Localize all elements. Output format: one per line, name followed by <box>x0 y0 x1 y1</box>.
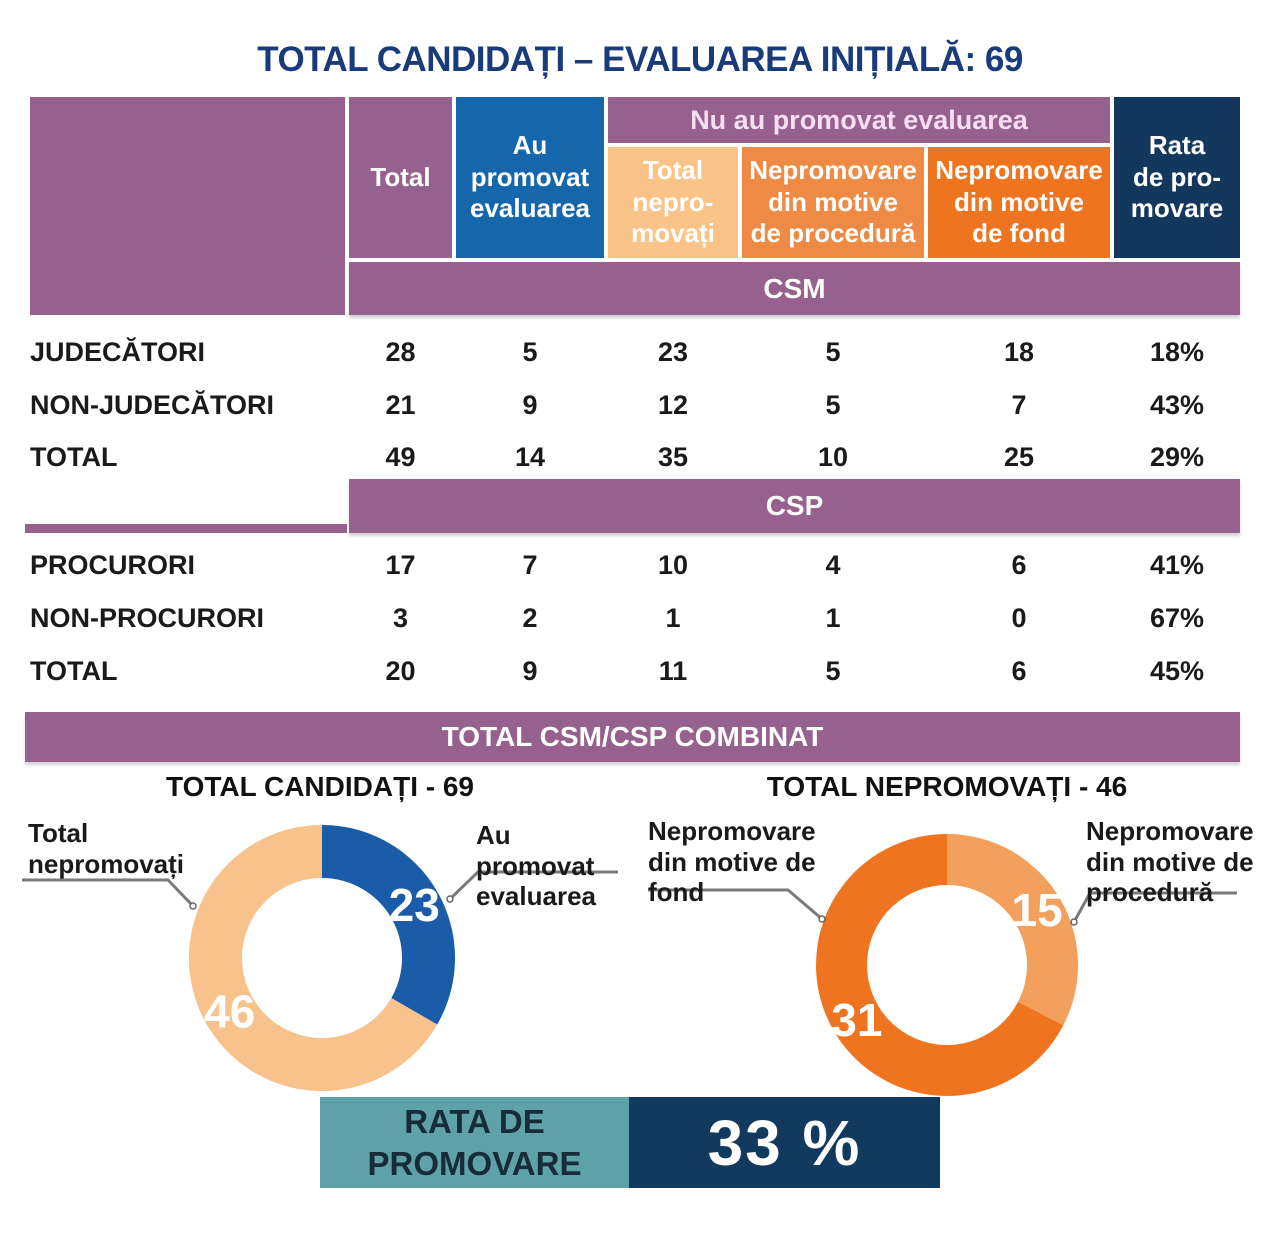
section-banner-csm: CSM <box>349 262 1240 315</box>
donut-chart-candidates: 23 46 <box>189 825 455 1091</box>
callout-label-failed-substance: Nepromovare din motive de fond <box>648 816 816 908</box>
cell-promoted: 2 <box>522 603 538 633</box>
cell-failed-substance: 6 <box>1011 656 1027 686</box>
cell-rate: 29% <box>1149 442 1205 472</box>
table-row: NON-JUDECĂTORI 21 9 12 5 7 43% <box>0 388 1280 422</box>
cell-promoted: 5 <box>522 337 538 367</box>
col-header-failed-substance: Nepromovare din motive de fond <box>928 147 1110 258</box>
donut-slice <box>322 825 455 1025</box>
table-row: NON-PROCURORI 3 2 1 1 0 67% <box>0 601 1280 635</box>
cell-promoted: 14 <box>514 442 546 472</box>
callout-label-failed-total: Total nepromovați <box>28 818 185 879</box>
cell-failed-total: 12 <box>657 390 689 420</box>
donut-right-title: TOTAL NEPROMOVAȚI - 46 <box>766 771 1128 802</box>
rate-bar-value: 33 % <box>629 1097 940 1188</box>
table-row: TOTAL 20 9 11 5 6 45% <box>0 654 1280 688</box>
col-header-rate: Rata de pro- movare <box>1114 97 1240 258</box>
callout-label-failed-procedure: Nepromovare din motive de procedură <box>1086 816 1254 908</box>
combined-banner: TOTAL CSM/CSP COMBINAT <box>25 712 1240 762</box>
table-corner-block <box>30 97 345 315</box>
cell-failed-procedure: 10 <box>817 442 849 472</box>
cell-rate: 45% <box>1149 656 1205 686</box>
row-label: TOTAL <box>30 442 118 472</box>
donut-slice-value: 46 <box>204 985 255 1037</box>
table-row: TOTAL 49 14 35 10 25 29% <box>0 440 1280 474</box>
cell-failed-substance: 7 <box>1011 390 1027 420</box>
section-banner-csp: CSP <box>349 479 1240 533</box>
row-label: NON-JUDECĂTORI <box>30 390 275 420</box>
table-row: JUDECĂTORI 28 5 23 5 18 18% <box>0 335 1280 369</box>
cell-failed-total: 11 <box>658 656 688 686</box>
cell-rate: 18% <box>1149 337 1205 367</box>
cell-promoted: 7 <box>522 550 538 580</box>
donut-slice <box>947 834 1078 1026</box>
row-label: NON-PROCURORI <box>30 603 264 633</box>
cell-rate: 67% <box>1149 603 1205 633</box>
cell-failed-procedure: 1 <box>825 603 841 633</box>
cell-failed-substance: 18 <box>1003 337 1035 367</box>
row-label: JUDECĂTORI <box>30 337 206 367</box>
cell-promoted: 9 <box>522 390 538 420</box>
cell-failed-total: 1 <box>665 603 681 633</box>
donut-slice-value: 23 <box>389 879 440 931</box>
csp-left-strip <box>25 524 347 533</box>
cell-promoted: 9 <box>522 656 538 686</box>
page-title: TOTAL CANDIDAȚI – EVALUAREA INIȚIALĂ: 69 <box>257 40 1023 79</box>
col-header-failed-procedure: Nepromovare din motive de procedură <box>742 147 924 258</box>
cell-failed-procedure: 5 <box>825 656 841 686</box>
row-label: PROCURORI <box>30 550 196 580</box>
donut-slice <box>189 825 438 1091</box>
callout-label-promoted: Au promovat evaluarea <box>476 820 596 912</box>
cell-failed-procedure: 4 <box>825 550 841 580</box>
cell-total: 49 <box>385 442 416 472</box>
cell-failed-substance: 25 <box>1003 442 1035 472</box>
cell-failed-procedure: 5 <box>825 337 841 367</box>
cell-total: 17 <box>385 550 416 580</box>
cell-failed-substance: 6 <box>1011 550 1027 580</box>
col-header-failed-total: Total nepro- movați <box>608 147 738 258</box>
cell-total: 28 <box>385 337 416 367</box>
cell-failed-total: 35 <box>657 442 689 472</box>
cell-failed-total: 23 <box>657 337 689 367</box>
cell-failed-total: 10 <box>657 550 689 580</box>
col-header-total: Total <box>349 97 452 258</box>
cell-rate: 41% <box>1149 550 1205 580</box>
rate-bar-label: RATA DE PROMOVARE <box>320 1097 629 1188</box>
cell-total: 20 <box>385 656 416 686</box>
callout-line <box>22 878 195 908</box>
cell-failed-procedure: 5 <box>825 390 841 420</box>
cell-total: 21 <box>385 390 416 420</box>
table-row: PROCURORI 17 7 10 4 6 41% <box>0 548 1280 582</box>
row-label: TOTAL <box>30 656 118 686</box>
donut-left-title: TOTAL CANDIDAȚI - 69 <box>165 771 474 802</box>
donut-slice-value: 31 <box>831 994 882 1046</box>
cell-failed-substance: 0 <box>1011 603 1027 633</box>
donut-slice <box>816 834 1064 1096</box>
col-group-header-failed: Nu au promovat evaluarea <box>608 97 1110 143</box>
col-header-promoted: Au promovat evaluarea <box>456 97 604 258</box>
cell-total: 3 <box>392 603 409 633</box>
cell-rate: 43% <box>1149 390 1205 420</box>
donut-slice-value: 15 <box>1012 884 1063 936</box>
